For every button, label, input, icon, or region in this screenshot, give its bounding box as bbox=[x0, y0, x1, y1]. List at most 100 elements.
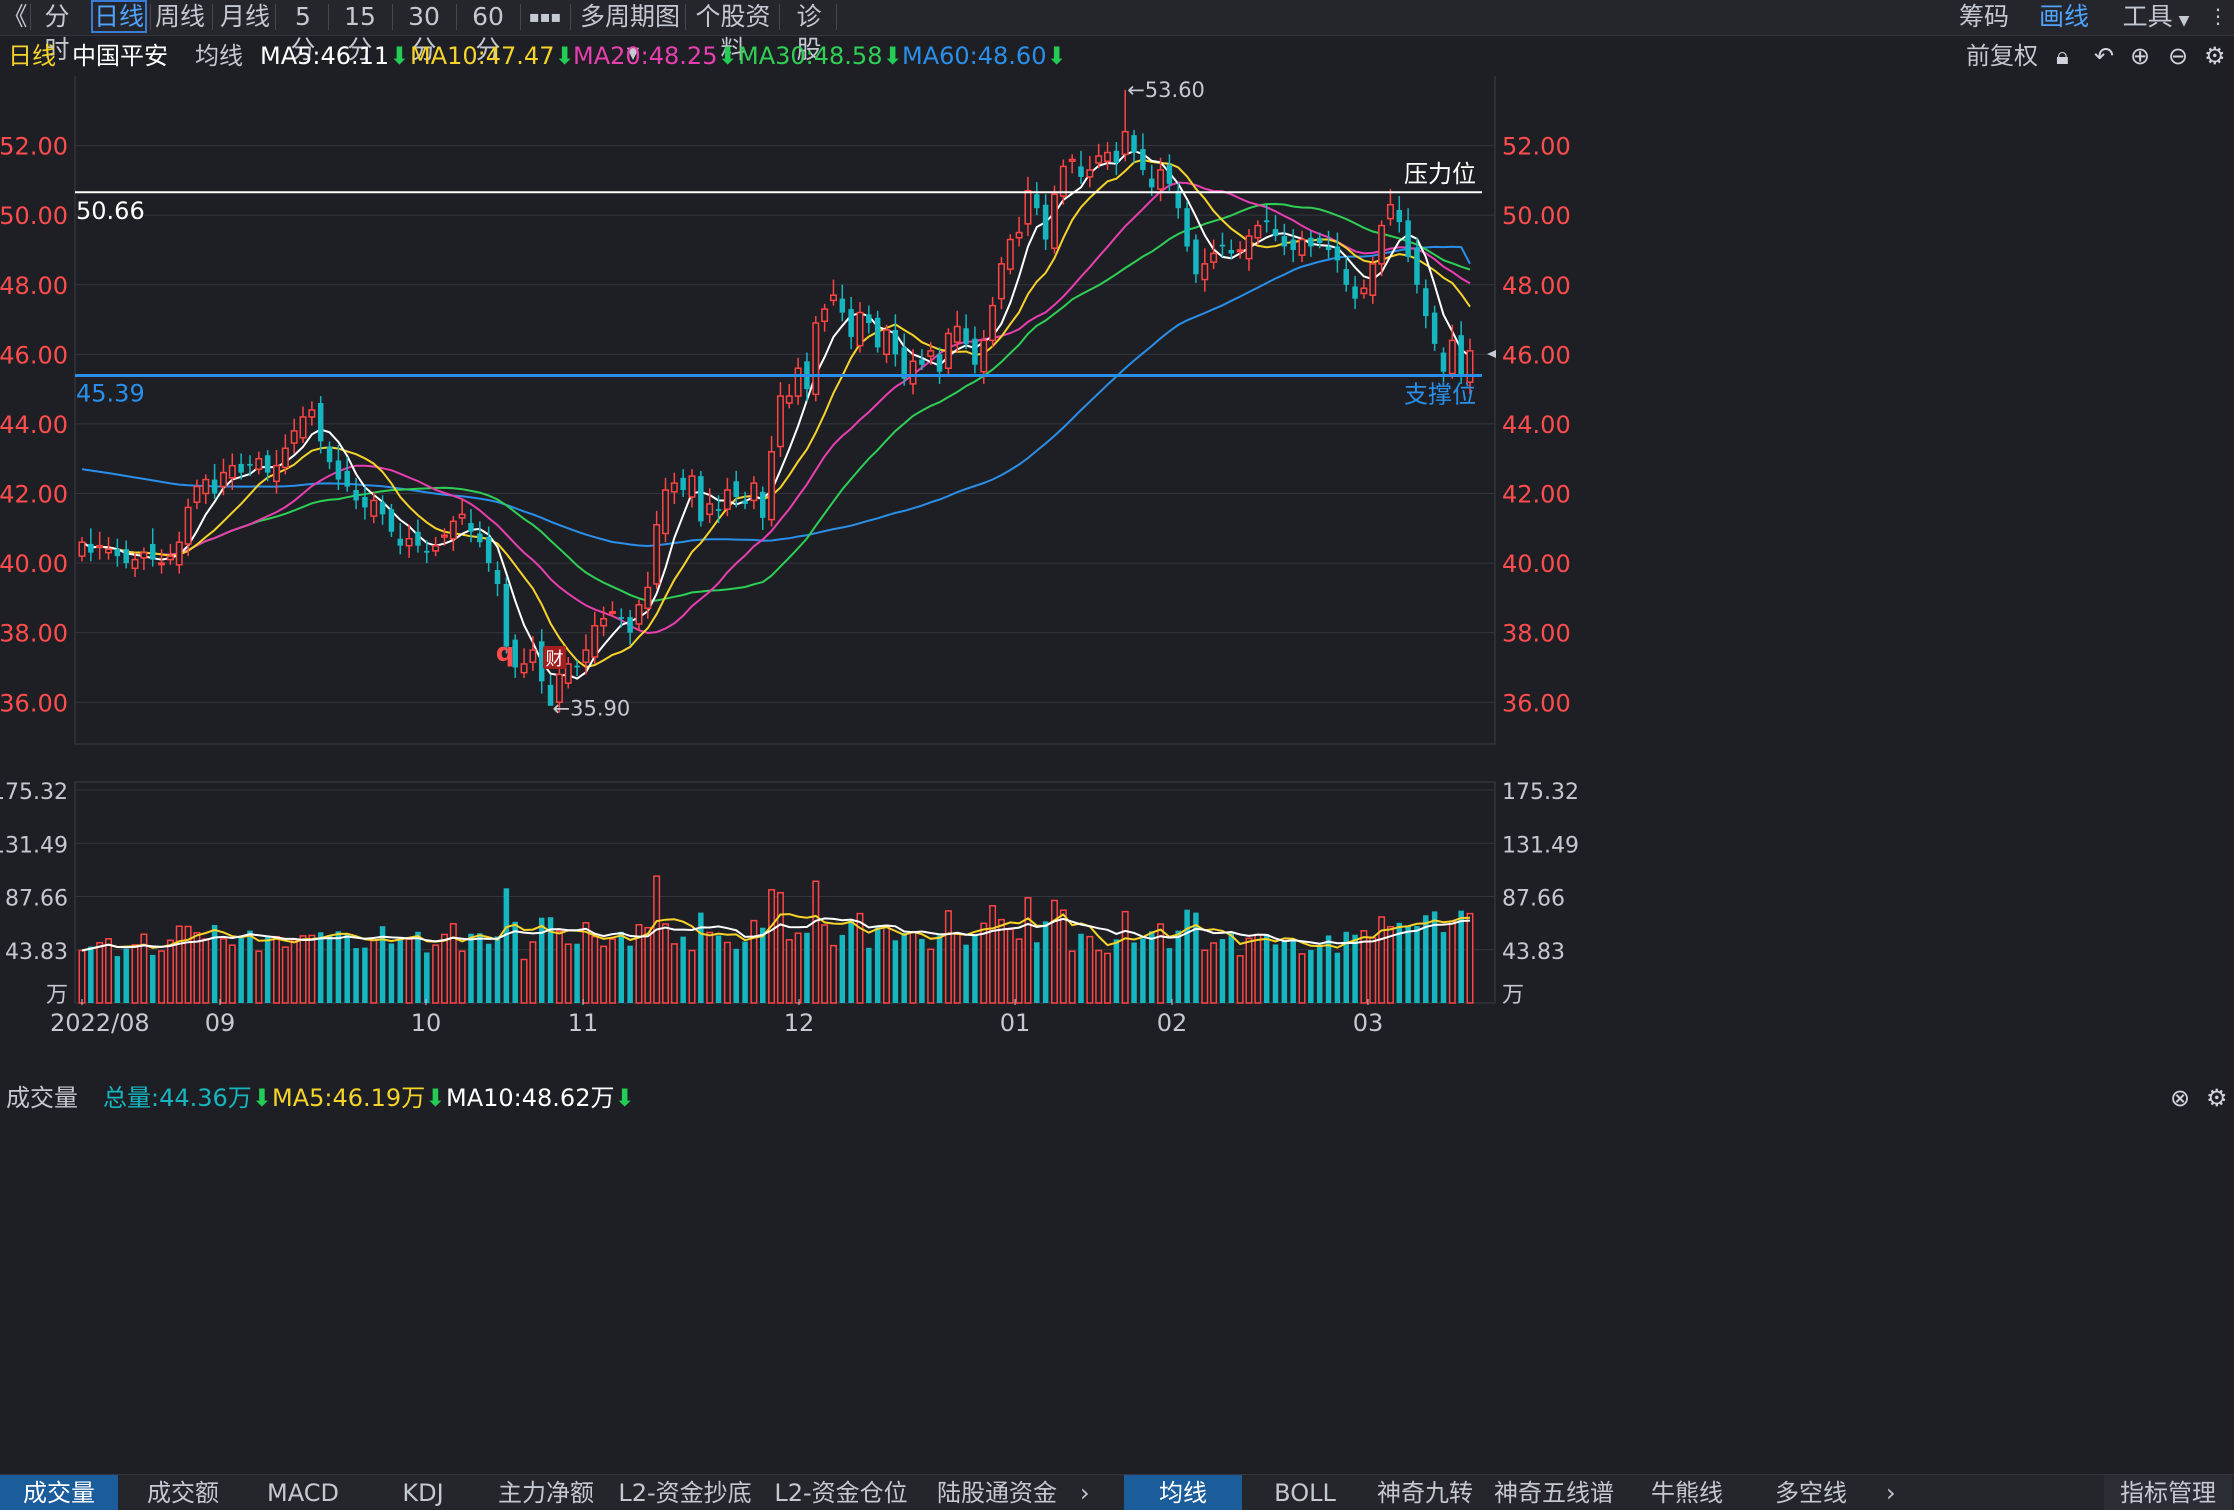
chevron-right-icon[interactable]: › bbox=[1080, 1479, 1090, 1507]
low-annotation: ←35.90 bbox=[553, 697, 631, 721]
ma-label[interactable]: 均线 bbox=[195, 42, 243, 70]
tab-l2-position[interactable]: L2-资金仓位 bbox=[774, 1479, 908, 1507]
stock-info-button[interactable]: 个股资料 bbox=[695, 2, 771, 64]
candle-up bbox=[1121, 130, 1129, 156]
divider bbox=[456, 4, 457, 30]
tab-30min[interactable]: 30分 bbox=[408, 2, 440, 64]
tab-60min[interactable]: 60分 bbox=[472, 2, 504, 64]
candle-down bbox=[574, 665, 580, 668]
tools-dropdown[interactable]: 工具 ▼ bbox=[2116, 0, 2196, 33]
tab-boll[interactable]: BOLL bbox=[1274, 1479, 1336, 1507]
candle-up bbox=[821, 308, 829, 323]
tab-5min[interactable]: 5分 bbox=[290, 2, 316, 64]
candle-down bbox=[1352, 286, 1358, 299]
zoom-in-icon[interactable]: ⊕ bbox=[2130, 42, 2151, 70]
volume-bar-up bbox=[184, 925, 192, 1004]
volume-bar-down bbox=[1281, 940, 1288, 1003]
volume-info-bar: 成交量 总量:44.36万⬇ MA5:46.19万⬇ MA10:48.62万⬇ … bbox=[0, 1080, 2234, 1114]
volume-title: 成交量 bbox=[6, 1084, 78, 1112]
tab-kdj[interactable]: KDJ bbox=[402, 1479, 444, 1507]
tab-magic-nine[interactable]: 神奇九转 bbox=[1377, 1479, 1473, 1507]
volume-bar-down bbox=[742, 941, 748, 1003]
tab-hk-connect[interactable]: 陆股通资金 bbox=[937, 1479, 1057, 1507]
tab-long-short[interactable]: 多空线 bbox=[1775, 1479, 1847, 1507]
close-icon[interactable]: ⊗ bbox=[2170, 1084, 2191, 1112]
undo-icon[interactable]: ↶ bbox=[2094, 42, 2115, 70]
candlestick-chart[interactable]: 52.00 52.00 50.00 50.00 48.00 48.00 46.00 46.00… bbox=[0, 76, 2234, 1474]
candle-up bbox=[635, 604, 643, 625]
top-toolbar: 《 分时 日线 周线 月线 5分 15分 30分 60分 ▪▪▪ 多周期图 ▼ 个… bbox=[0, 0, 2234, 64]
candle-down bbox=[538, 641, 545, 682]
candle-up bbox=[105, 548, 113, 554]
volume-bar-down bbox=[1334, 952, 1341, 1003]
candle-down bbox=[1308, 237, 1314, 247]
grip-icon[interactable]: ⋮ bbox=[2208, 4, 2228, 28]
price-tick-right: 46.00 bbox=[1502, 341, 1571, 369]
tab-weekly[interactable]: 周线 bbox=[155, 2, 206, 31]
volume-bar-up bbox=[193, 932, 201, 1004]
zoom-out-icon[interactable]: ⊖ bbox=[2168, 42, 2189, 70]
lock-icon[interactable]: 🔒︎ bbox=[2056, 42, 2069, 70]
tab-intraday[interactable]: 分时 bbox=[44, 2, 70, 64]
candles bbox=[78, 89, 1474, 713]
candle-up bbox=[273, 464, 280, 483]
price-tick-left: 36.00 bbox=[0, 689, 68, 717]
volume-bar-up bbox=[290, 939, 298, 1004]
adjust-dropdown[interactable]: 前复权 bbox=[1966, 42, 2038, 70]
candle-up bbox=[458, 513, 466, 519]
volume-bar-down bbox=[123, 948, 129, 1003]
tab-macd[interactable]: MACD bbox=[267, 1479, 339, 1507]
volume-bar-up bbox=[219, 938, 227, 1004]
candle-down bbox=[1184, 208, 1190, 247]
indicator-manage-button[interactable]: 指标管理 bbox=[2104, 1475, 2232, 1510]
volume-bar-up bbox=[308, 934, 316, 1004]
volume-bar-up bbox=[829, 944, 837, 1004]
tab-magic-five[interactable]: 神奇五线谱 bbox=[1494, 1479, 1614, 1507]
tab-15min[interactable]: 15分 bbox=[344, 2, 376, 64]
moving-average-lines bbox=[81, 150, 1471, 680]
candle-down bbox=[1458, 335, 1464, 376]
price-tick-left: 52.00 bbox=[0, 133, 68, 161]
candle-up bbox=[1386, 203, 1394, 220]
chips-button[interactable]: 筹码 bbox=[1958, 2, 2009, 31]
tab-turnover[interactable]: 成交额 bbox=[147, 1479, 219, 1507]
volume-bar-up bbox=[1386, 925, 1394, 1004]
candle-up bbox=[883, 329, 891, 356]
tab-main-net[interactable]: 主力净额 bbox=[498, 1479, 594, 1507]
more-button[interactable]: ▪▪▪ bbox=[528, 7, 562, 26]
candle-down bbox=[1414, 248, 1420, 285]
volume-bar-down bbox=[804, 932, 810, 1003]
candle-up bbox=[582, 649, 590, 663]
tab-daily[interactable]: 日线 bbox=[91, 0, 147, 33]
volume-bar-down bbox=[1078, 933, 1084, 1003]
event-mark-finance: 财 bbox=[546, 649, 564, 670]
multi-period-dropdown[interactable]: 多周期图 ▼ bbox=[580, 0, 680, 62]
tab-ma[interactable]: 均线 bbox=[1124, 1475, 1242, 1510]
draw-line-button[interactable]: 画线 bbox=[2038, 2, 2089, 31]
candle-up bbox=[1369, 263, 1377, 296]
candle-down bbox=[874, 317, 881, 348]
candle-down bbox=[1316, 237, 1323, 243]
price-tick-right: 44.00 bbox=[1502, 411, 1571, 439]
candle-up bbox=[909, 360, 917, 385]
price-grid bbox=[74, 76, 1496, 745]
chevron-right-icon[interactable]: › bbox=[1886, 1479, 1896, 1507]
diagnose-button[interactable]: 诊股 bbox=[796, 2, 822, 64]
volume-bar-up bbox=[812, 880, 820, 1004]
candle-down bbox=[1228, 249, 1235, 254]
tab-monthly[interactable]: 月线 bbox=[220, 2, 271, 31]
tab-l2-bottom[interactable]: L2-资金抄底 bbox=[618, 1479, 752, 1507]
candle-up bbox=[281, 447, 289, 469]
gear-icon[interactable]: ⚙ bbox=[2204, 42, 2226, 70]
back-button[interactable]: 《 bbox=[2, 2, 28, 31]
candle-down bbox=[1148, 178, 1155, 188]
candle-up bbox=[299, 416, 307, 439]
tab-bull-bear[interactable]: 牛熊线 bbox=[1651, 1479, 1723, 1507]
volume-bar-down bbox=[335, 931, 342, 1003]
candle-down bbox=[264, 455, 271, 473]
volume-tick-left: 43.83 bbox=[5, 940, 68, 965]
gear-icon[interactable]: ⚙ bbox=[2206, 1084, 2228, 1112]
tab-volume[interactable]: 成交量 bbox=[0, 1475, 118, 1510]
ma20-line bbox=[81, 181, 1471, 635]
volume-bar-down bbox=[963, 944, 969, 1003]
